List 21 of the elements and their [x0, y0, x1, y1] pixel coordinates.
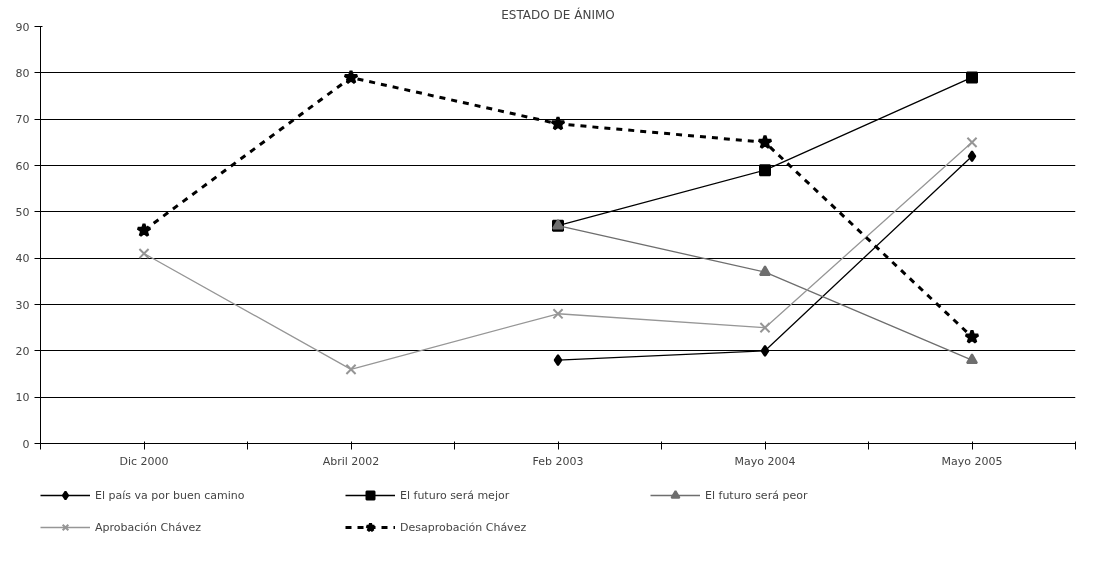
x-tick-label: Dic 2000 [119, 454, 169, 468]
y-tick-label: 80 [15, 66, 30, 80]
y-tick-label: 50 [15, 205, 30, 219]
legend-label: El futuro será peor [705, 488, 809, 502]
legend-label: Desaprobación Chávez [400, 520, 528, 534]
y-tick-label: 60 [15, 159, 30, 173]
y-tick-label: 40 [15, 252, 30, 266]
x-tick-label: Feb 2003 [532, 454, 584, 468]
y-tick-label: 0 [22, 437, 30, 451]
y-tick-label: 30 [15, 298, 30, 312]
chart-title: ESTADO DE ÁNIMO [501, 6, 615, 22]
y-tick-label: 10 [15, 391, 30, 405]
y-tick-label: 20 [15, 344, 30, 358]
legend-label: El país va por buen camino [95, 488, 246, 502]
legend-label: El futuro será mejor [400, 488, 511, 502]
x-tick-label: Mayo 2005 [941, 454, 1003, 468]
x-tick-label: Mayo 2004 [734, 454, 796, 468]
y-tick-label: 90 [15, 20, 30, 34]
y-tick-label: 70 [15, 113, 30, 127]
legend-label: Aprobación Chávez [95, 520, 202, 534]
x-tick-label: Abril 2002 [322, 454, 380, 468]
